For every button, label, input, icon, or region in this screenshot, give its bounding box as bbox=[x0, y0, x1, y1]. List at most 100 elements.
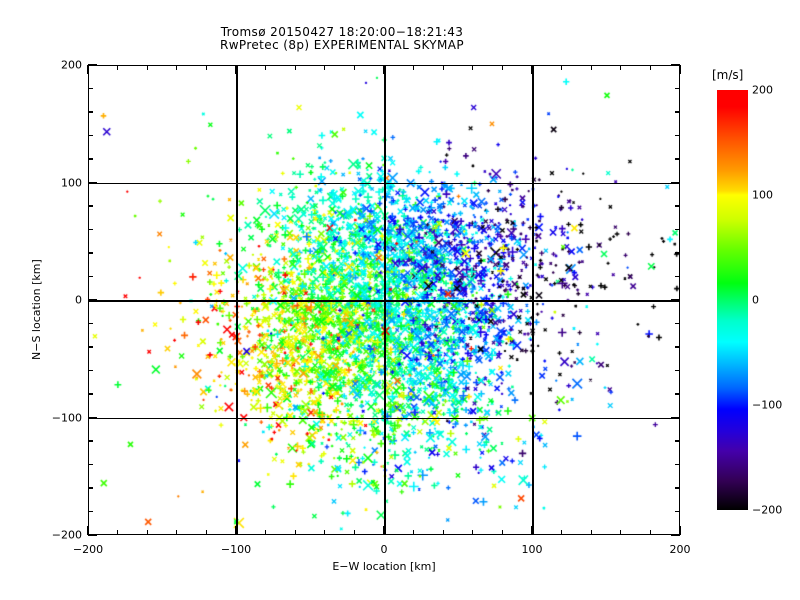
y-minor-tick-right bbox=[675, 134, 680, 137]
colorbar-tick-label: 0 bbox=[752, 293, 759, 307]
y-minor-tick-right bbox=[675, 369, 680, 372]
x-minor-tick bbox=[413, 530, 415, 535]
y-minor-tick-right bbox=[675, 510, 680, 513]
y-axis-label: N−S location [km] bbox=[30, 259, 43, 360]
chart-title: Tromsø 20150427 18:20:00−18:21:43 RwPret… bbox=[0, 26, 684, 52]
x-major-tick bbox=[87, 526, 89, 535]
gridline-horizontal bbox=[89, 182, 679, 185]
y-minor-tick bbox=[88, 228, 93, 231]
x-minor-tick-top bbox=[472, 65, 474, 70]
y-major-tick-right bbox=[671, 299, 680, 301]
x-minor-tick-top bbox=[649, 65, 651, 70]
x-tick-label: 0 bbox=[380, 543, 388, 556]
y-minor-tick bbox=[88, 440, 93, 442]
x-minor-tick-top bbox=[205, 65, 207, 70]
x-minor-tick bbox=[294, 530, 296, 535]
scatter-plot-canvas bbox=[89, 66, 679, 534]
plot-area[interactable] bbox=[88, 65, 680, 535]
gridline-vertical bbox=[532, 66, 534, 534]
x-minor-tick-top bbox=[561, 65, 563, 70]
y-minor-tick bbox=[88, 346, 93, 348]
y-minor-tick-right bbox=[675, 87, 680, 90]
x-minor-tick-top bbox=[353, 65, 355, 70]
x-minor-tick bbox=[590, 530, 592, 535]
x-major-tick-top bbox=[87, 65, 89, 74]
y-minor-tick bbox=[88, 275, 93, 278]
y-minor-tick bbox=[88, 158, 93, 160]
y-minor-tick bbox=[88, 510, 93, 513]
y-major-tick-right bbox=[671, 64, 680, 66]
title-line-1: Tromsø 20150427 18:20:00−18:21:43 bbox=[220, 25, 464, 39]
x-major-tick-top bbox=[531, 65, 533, 74]
y-major-tick bbox=[88, 64, 97, 66]
colorbar[interactable] bbox=[717, 90, 748, 510]
y-minor-tick bbox=[88, 252, 93, 254]
y-minor-tick-right bbox=[675, 252, 680, 254]
y-major-tick-right bbox=[671, 181, 680, 184]
x-major-tick-top bbox=[679, 65, 681, 74]
colorbar-tick-label: −200 bbox=[752, 503, 783, 517]
x-minor-tick bbox=[205, 530, 207, 535]
y-minor-tick bbox=[88, 111, 93, 113]
y-minor-tick-right bbox=[675, 158, 680, 160]
colorbar-unit-label: [m/s] bbox=[712, 68, 744, 82]
x-tick-label: 200 bbox=[669, 543, 691, 556]
x-minor-tick bbox=[561, 530, 563, 535]
y-major-tick bbox=[88, 534, 97, 536]
x-major-tick bbox=[679, 526, 681, 535]
x-minor-tick bbox=[620, 530, 622, 535]
y-minor-tick-right bbox=[675, 463, 680, 466]
x-tick-label: 100 bbox=[521, 543, 543, 556]
x-minor-tick bbox=[649, 530, 651, 535]
y-minor-tick-right bbox=[675, 275, 680, 278]
y-minor-tick-right bbox=[675, 440, 680, 442]
gridline-horizontal bbox=[89, 300, 679, 302]
y-major-tick bbox=[88, 181, 97, 184]
x-minor-tick bbox=[146, 530, 148, 535]
x-minor-tick bbox=[117, 530, 119, 535]
y-major-tick bbox=[88, 416, 97, 419]
y-minor-tick-right bbox=[675, 487, 680, 489]
x-minor-tick bbox=[324, 530, 326, 535]
x-minor-tick-top bbox=[324, 65, 326, 70]
x-tick-label: −200 bbox=[72, 543, 104, 556]
y-minor-tick bbox=[88, 205, 93, 207]
x-minor-tick-top bbox=[294, 65, 296, 70]
x-minor-tick-top bbox=[620, 65, 622, 70]
x-minor-tick-top bbox=[146, 65, 148, 70]
x-major-tick-top bbox=[383, 65, 385, 74]
title-line-2: RwPretec (8p) EXPERIMENTAL SKYMAP bbox=[219, 38, 465, 52]
gridline-vertical bbox=[384, 66, 386, 534]
colorbar-tick-label: −100 bbox=[752, 398, 783, 412]
x-minor-tick-top bbox=[442, 65, 444, 70]
y-minor-tick-right bbox=[675, 205, 680, 207]
x-minor-tick bbox=[176, 530, 178, 535]
y-tick-label: 0 bbox=[75, 293, 82, 307]
y-minor-tick-right bbox=[675, 228, 680, 231]
x-minor-tick bbox=[442, 530, 444, 535]
x-major-tick bbox=[531, 526, 533, 535]
colorbar-tick-label: 100 bbox=[752, 188, 773, 202]
gridline-vertical bbox=[236, 66, 238, 534]
y-minor-tick-right bbox=[675, 322, 680, 325]
x-minor-tick-top bbox=[117, 65, 119, 70]
x-major-tick bbox=[383, 526, 385, 535]
y-minor-tick bbox=[88, 393, 93, 395]
x-minor-tick bbox=[472, 530, 474, 535]
x-axis-label: E−W location [km] bbox=[332, 560, 436, 573]
y-major-tick-right bbox=[671, 416, 680, 419]
y-minor-tick bbox=[88, 487, 93, 489]
x-minor-tick bbox=[353, 530, 355, 535]
x-major-tick bbox=[235, 526, 237, 535]
colorbar-tick-label: 200 bbox=[752, 83, 773, 97]
y-major-tick bbox=[88, 299, 97, 301]
y-minor-tick bbox=[88, 463, 93, 466]
x-tick-label: −100 bbox=[220, 543, 252, 556]
y-minor-tick bbox=[88, 134, 93, 137]
gridline-horizontal bbox=[89, 417, 679, 420]
y-minor-tick bbox=[88, 369, 93, 372]
y-minor-tick-right bbox=[675, 346, 680, 348]
y-tick-label: 200 bbox=[61, 58, 82, 72]
x-minor-tick-top bbox=[265, 65, 267, 70]
